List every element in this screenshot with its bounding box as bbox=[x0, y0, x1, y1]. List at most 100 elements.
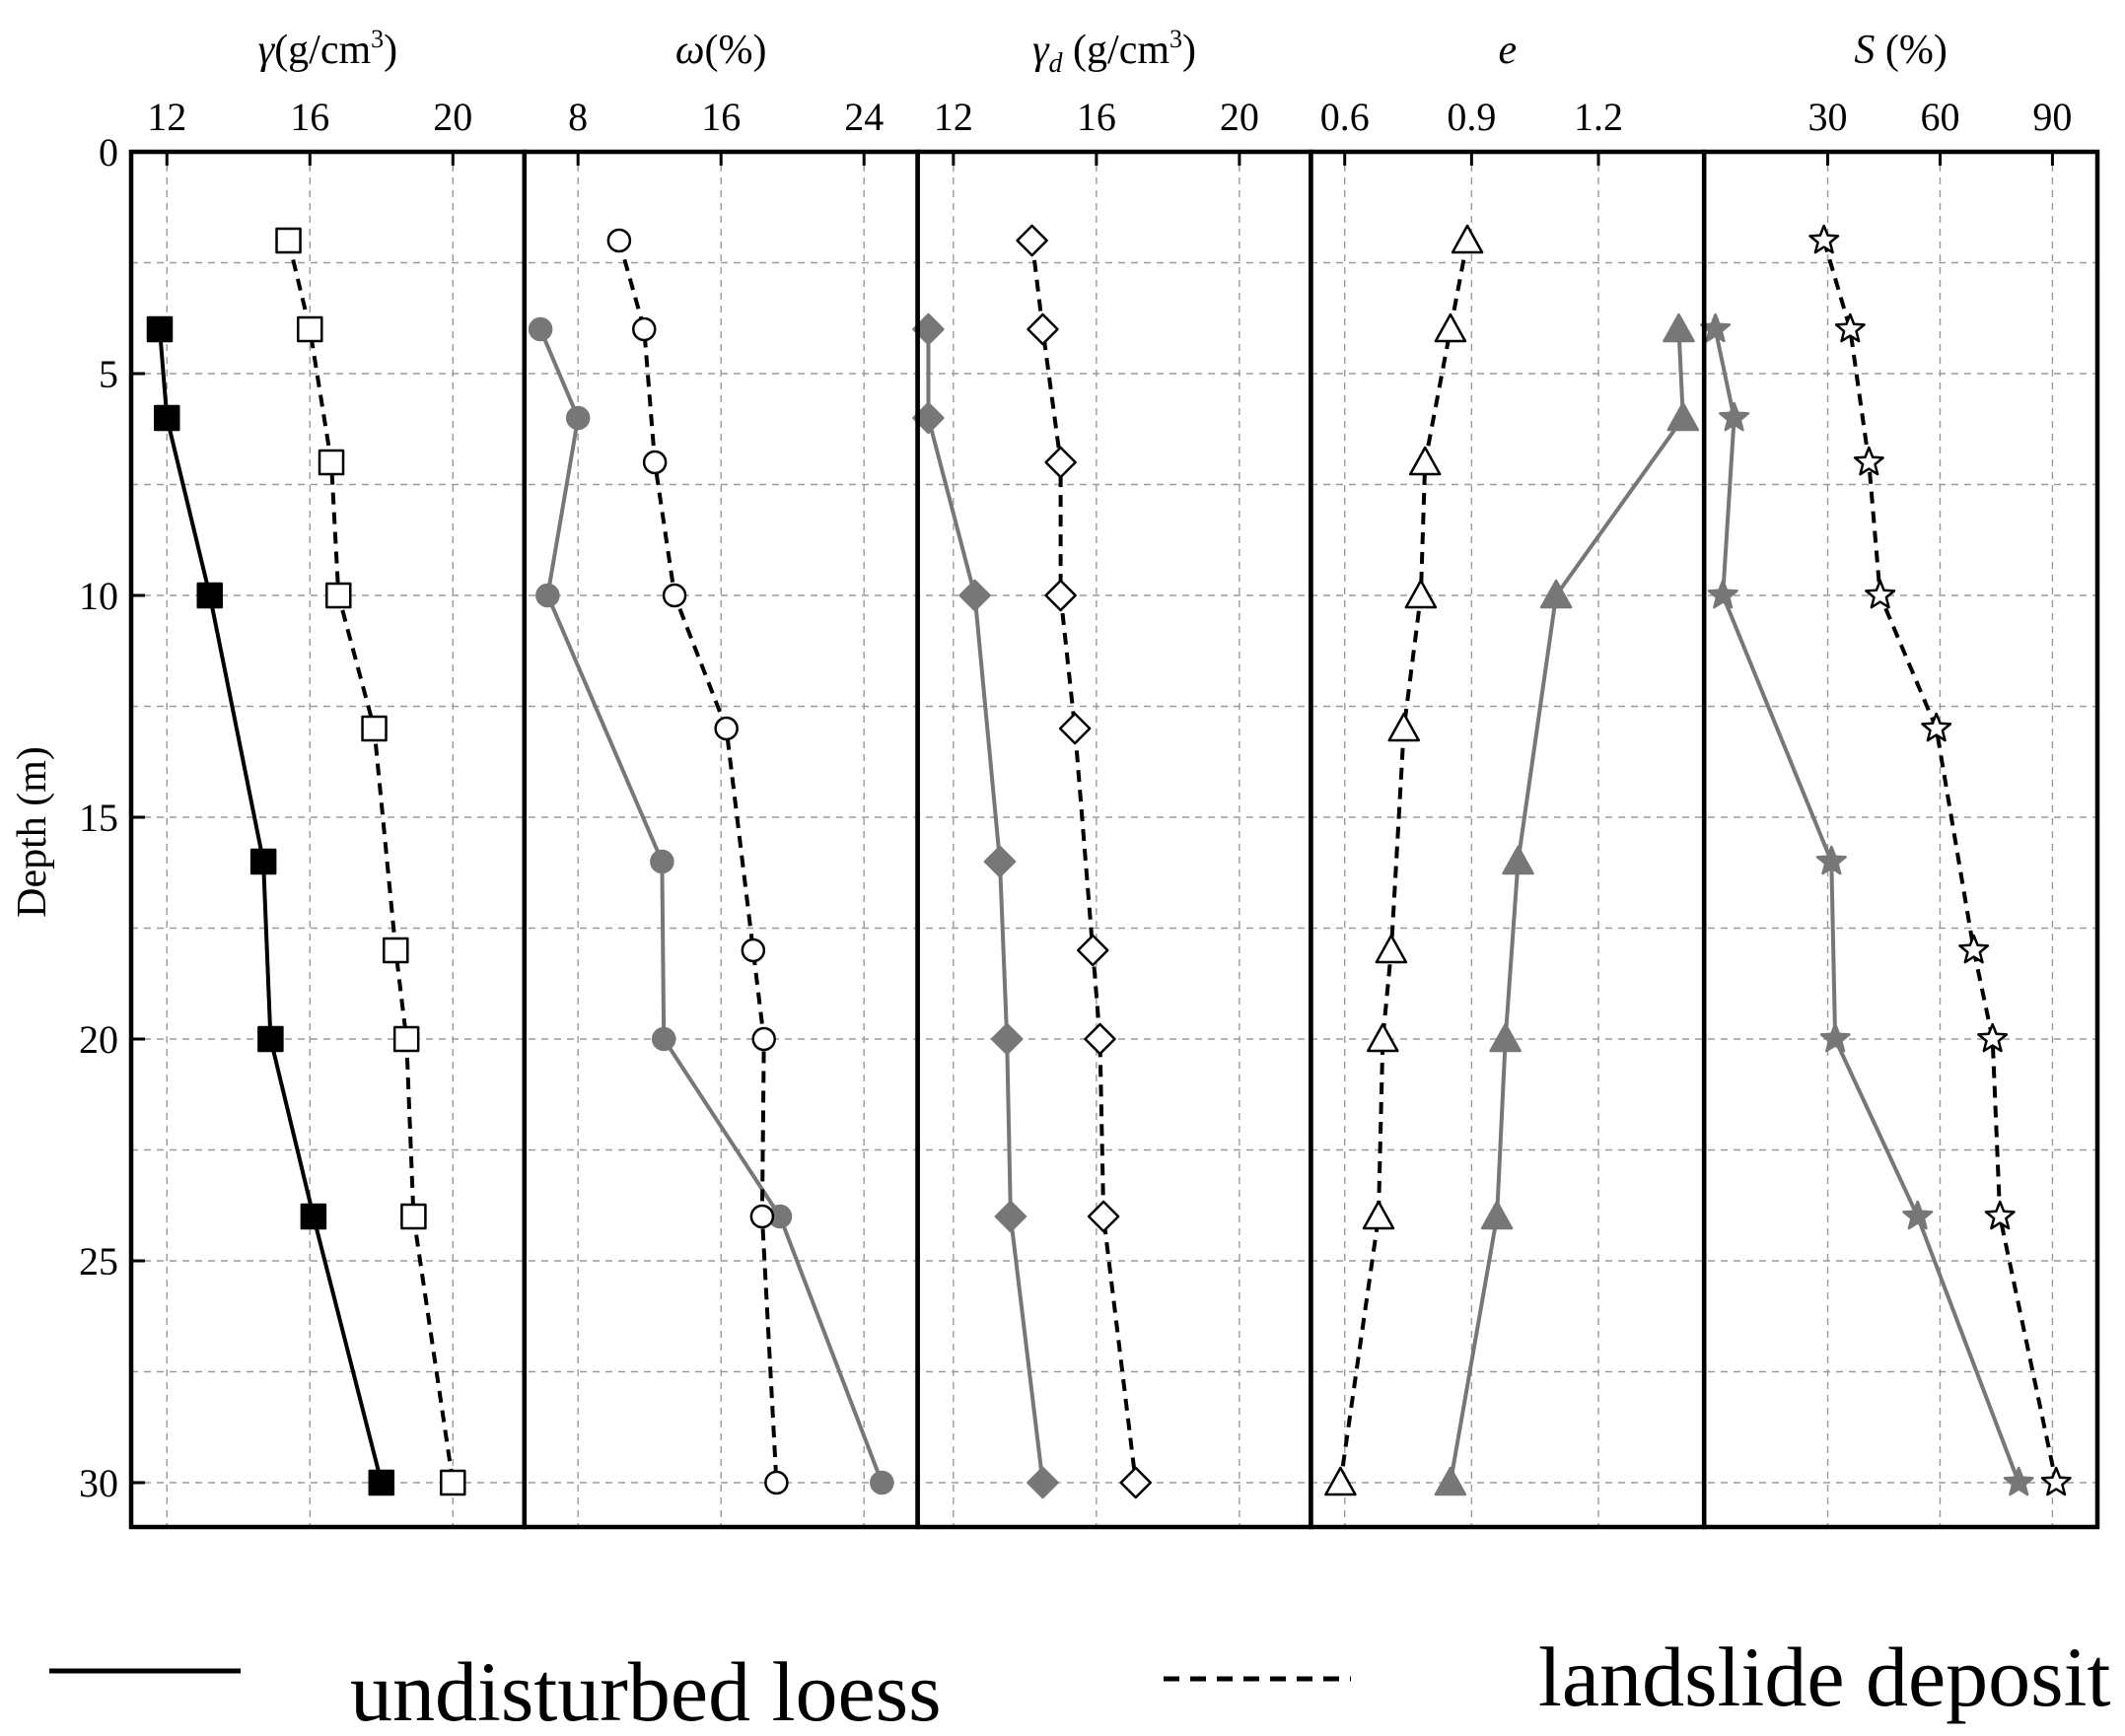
panel-2-x-tick-label-0: 12 bbox=[934, 95, 973, 139]
panel-1-landslide-point-1 bbox=[632, 316, 657, 342]
panel-4-landslide-point-7 bbox=[1984, 1200, 2016, 1230]
panel-1-undisturbed-point-2 bbox=[535, 583, 560, 608]
panel-2-landslide-point-5 bbox=[1077, 934, 1109, 967]
panel-3-undisturbed-point-3 bbox=[1502, 845, 1534, 875]
panel-3-landslide-point-4 bbox=[1387, 712, 1420, 742]
panel-0-landslide-point-5 bbox=[383, 937, 409, 964]
panel-2-x-tick-label-2: 20 bbox=[1220, 95, 1259, 139]
panel-0-landslide-point-8 bbox=[440, 1469, 466, 1496]
grid-layer bbox=[131, 152, 2097, 1527]
panel-4-title: S (%) bbox=[1854, 28, 1947, 73]
panel-0-landslide-point-2 bbox=[318, 449, 345, 476]
panel-3-title: e bbox=[1498, 28, 1517, 73]
panel-3-x-tick-label-1: 0.9 bbox=[1447, 95, 1496, 139]
panel-2-undisturbed-point-3 bbox=[983, 845, 1017, 878]
panel-2-landslide-point-0 bbox=[1016, 224, 1048, 257]
panel-2-landslide-point-4 bbox=[1058, 712, 1092, 745]
panel-1-undisturbed-point-3 bbox=[650, 849, 674, 874]
panel-1-landslide-point-6 bbox=[751, 1026, 776, 1052]
panel-2-landslide-point-3 bbox=[1044, 579, 1077, 612]
panel-2-landslide-point-2 bbox=[1044, 446, 1077, 479]
panel-0-landslide-point-1 bbox=[297, 315, 323, 343]
panel-3-landslide-point-7 bbox=[1362, 1200, 1395, 1230]
panel-0-frame bbox=[128, 149, 528, 1530]
panel-4-undisturbed-point-4 bbox=[1819, 1022, 1851, 1053]
y-tick-label-3: 15 bbox=[79, 796, 118, 840]
y-tick-label-2: 10 bbox=[79, 574, 118, 618]
panel-2-title: γd (g/cm3) bbox=[1032, 25, 1196, 79]
panel-1-landslide-point-5 bbox=[741, 937, 766, 963]
panel-0-landslide-point-4 bbox=[361, 715, 388, 742]
panel-3-landslide-line bbox=[1338, 240, 1470, 1484]
panel-0-undisturbed-point-5 bbox=[300, 1203, 327, 1230]
panel-4-landslide-point-8 bbox=[2040, 1466, 2072, 1496]
panel-4-frame bbox=[1701, 149, 2100, 1530]
panel-4-landslide-point-5 bbox=[1958, 934, 1990, 964]
panel-1-landslide-point-8 bbox=[764, 1470, 789, 1495]
panel-0-x-tick-label-2: 20 bbox=[433, 95, 472, 139]
frame-layer bbox=[128, 149, 2100, 1530]
panel-3-undisturbed-point-2 bbox=[1539, 579, 1573, 609]
y-axis-title: Depth (m) bbox=[10, 746, 55, 918]
panel-1-undisturbed-point-1 bbox=[565, 405, 591, 431]
panel-3-landslide-point-3 bbox=[1404, 579, 1438, 609]
panel-1-landslide-point-4 bbox=[714, 716, 739, 741]
panel-0-undisturbed-line bbox=[158, 328, 384, 1484]
y-tick-label-6: 30 bbox=[79, 1461, 118, 1505]
panel-3-undisturbed-point-0 bbox=[1663, 312, 1695, 343]
panel-0-x-tick-label-1: 16 bbox=[290, 95, 329, 139]
y-tick-label-4: 20 bbox=[79, 1017, 118, 1062]
panel-2-landslide-point-7 bbox=[1087, 1200, 1120, 1233]
panel-1-landslide-point-2 bbox=[642, 450, 668, 475]
panel-3-undisturbed-line bbox=[1448, 328, 1685, 1484]
panel-3-x-tick-label-0: 0.6 bbox=[1320, 95, 1370, 139]
panel-0-undisturbed-point-3 bbox=[249, 848, 277, 875]
panel-2-undisturbed-point-6 bbox=[1027, 1466, 1059, 1499]
panel-1-undisturbed-line bbox=[538, 328, 885, 1484]
panel-2-undisturbed-line bbox=[926, 329, 1045, 1484]
panel-0-x-tick-label-0: 12 bbox=[147, 95, 186, 139]
panel-4-undisturbed-line bbox=[1713, 328, 2021, 1484]
panel-0-landslide-point-3 bbox=[325, 582, 352, 609]
panel-1-x-tick-label-0: 8 bbox=[568, 95, 588, 139]
panel-0-landslide-point-6 bbox=[392, 1025, 420, 1053]
panel-3-undisturbed-point-4 bbox=[1489, 1022, 1522, 1053]
panel-4-landslide-point-2 bbox=[1853, 446, 1884, 476]
panel-1-undisturbed-point-0 bbox=[528, 316, 553, 342]
panel-4-x-tick-label-2: 90 bbox=[2032, 95, 2072, 139]
panel-4-landslide-point-4 bbox=[1921, 712, 1952, 742]
panel-0-undisturbed-point-4 bbox=[257, 1025, 284, 1053]
legend: undisturbed loess landslide deposit bbox=[49, 1630, 2111, 1736]
panel-4-undisturbed-point-3 bbox=[1815, 845, 1847, 875]
panel-4-undisturbed-point-1 bbox=[1719, 401, 1750, 432]
panel-4-undisturbed-point-6 bbox=[2003, 1466, 2034, 1496]
panel-4-landslide-point-0 bbox=[1808, 224, 1840, 254]
panel-3-landslide-point-2 bbox=[1408, 446, 1442, 476]
panel-2-undisturbed-point-4 bbox=[990, 1022, 1024, 1056]
series-layer bbox=[146, 224, 2072, 1499]
panel-2-landslide-point-8 bbox=[1119, 1466, 1152, 1499]
panel-1-landslide-point-7 bbox=[749, 1204, 775, 1229]
panel-1-title: ω(%) bbox=[675, 28, 767, 73]
panel-2-landslide-point-1 bbox=[1027, 312, 1059, 346]
panel-3-frame bbox=[1309, 149, 1707, 1530]
panel-1-x-tick-label-1: 16 bbox=[701, 95, 741, 139]
panel-1-landslide-line bbox=[616, 240, 779, 1484]
panel-2-undisturbed-point-5 bbox=[994, 1200, 1027, 1233]
panel-0-title: γ(g/cm3) bbox=[258, 25, 398, 73]
panel-4-undisturbed-point-2 bbox=[1707, 579, 1738, 609]
panel-3-landslide-point-0 bbox=[1451, 224, 1484, 254]
panel-0-undisturbed-point-2 bbox=[196, 582, 224, 609]
panel-3-landslide-point-5 bbox=[1375, 934, 1408, 964]
panel-3-undisturbed-point-1 bbox=[1666, 401, 1700, 432]
panel-2-landslide-line bbox=[1029, 240, 1138, 1484]
panel-3-landslide-point-1 bbox=[1434, 312, 1467, 343]
panel-3-x-tick-label-2: 1.2 bbox=[1574, 95, 1623, 139]
y-tick-label-1: 5 bbox=[99, 352, 118, 396]
panel-3-landslide-point-8 bbox=[1324, 1466, 1357, 1496]
panel-0-landslide-point-0 bbox=[275, 227, 302, 254]
y-tick-label-0: 0 bbox=[99, 130, 118, 174]
panel-4-x-tick-label-1: 60 bbox=[1920, 95, 1959, 139]
panel-2-x-tick-label-1: 16 bbox=[1077, 95, 1116, 139]
panel-1-undisturbed-point-4 bbox=[651, 1026, 676, 1052]
